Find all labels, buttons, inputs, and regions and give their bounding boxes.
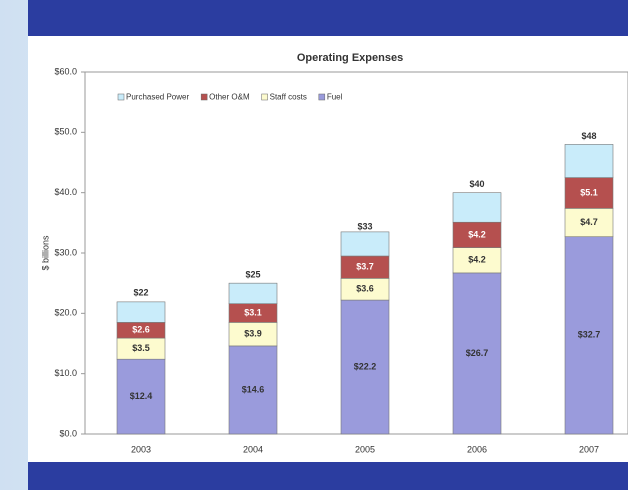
data-label: $3.1 xyxy=(244,307,262,317)
data-label: $12.4 xyxy=(130,391,153,401)
bar-segment xyxy=(564,208,614,238)
data-label: $32.7 xyxy=(578,330,601,340)
bar-segment xyxy=(228,345,278,435)
legend-label: Other O&M xyxy=(209,93,250,102)
total-label: $33 xyxy=(357,221,372,231)
bar-segment xyxy=(340,231,390,257)
data-label: $3.9 xyxy=(244,329,262,339)
bar-segment xyxy=(228,282,278,304)
y-tick-label: $30.0 xyxy=(54,247,77,257)
data-label: $4.2 xyxy=(468,229,486,239)
legend-swatch xyxy=(200,93,208,101)
bar-segment xyxy=(452,247,502,274)
bar-segment xyxy=(452,272,502,435)
data-label: $22.2 xyxy=(354,361,377,371)
y-tick-label: $10.0 xyxy=(54,368,77,378)
x-tick-label: 2007 xyxy=(579,444,599,454)
bar-segment xyxy=(452,192,502,223)
total-label: $22 xyxy=(133,288,148,298)
legend-swatch xyxy=(318,93,326,101)
bar-segment xyxy=(564,177,614,209)
x-tick-label: 2005 xyxy=(355,444,375,454)
y-tick-label: $0.0 xyxy=(59,428,77,438)
data-label: $26.7 xyxy=(466,348,489,358)
y-tick-label: $60.0 xyxy=(54,66,77,76)
bar-segment xyxy=(116,358,166,435)
data-label: $4.2 xyxy=(468,255,486,265)
data-label: $2.6 xyxy=(132,325,150,335)
legend-label: Fuel xyxy=(327,93,343,102)
legend-swatch xyxy=(117,93,125,101)
x-tick-label: 2004 xyxy=(243,444,263,454)
total-label: $25 xyxy=(245,270,260,280)
data-label: $14.6 xyxy=(242,384,265,394)
y-axis-label: $ billions xyxy=(40,235,50,271)
chart-title: Operating Expenses xyxy=(297,52,403,64)
data-label: $3.5 xyxy=(132,343,150,353)
data-label: $3.6 xyxy=(356,284,374,294)
total-label: $48 xyxy=(581,131,596,141)
legend-label: Purchased Power xyxy=(126,93,189,102)
bar-segment xyxy=(564,236,614,435)
x-tick-label: 2003 xyxy=(131,444,151,454)
bar-segment xyxy=(340,299,390,435)
data-label: $5.1 xyxy=(580,187,598,197)
legend-label: Staff costs xyxy=(270,93,307,102)
bar-segment xyxy=(564,144,614,178)
bottom-band xyxy=(28,462,628,490)
y-tick-label: $50.0 xyxy=(54,127,77,137)
top-band xyxy=(28,0,628,36)
legend-swatch xyxy=(261,93,268,101)
data-label: $3.7 xyxy=(356,262,374,272)
data-label: $4.7 xyxy=(580,217,598,227)
y-tick-label: $40.0 xyxy=(54,187,77,197)
bar-segment xyxy=(116,301,166,323)
y-tick-label: $20.0 xyxy=(54,308,77,318)
total-label: $40 xyxy=(469,179,484,189)
x-tick-label: 2006 xyxy=(467,444,487,454)
bar-segment xyxy=(452,221,502,248)
